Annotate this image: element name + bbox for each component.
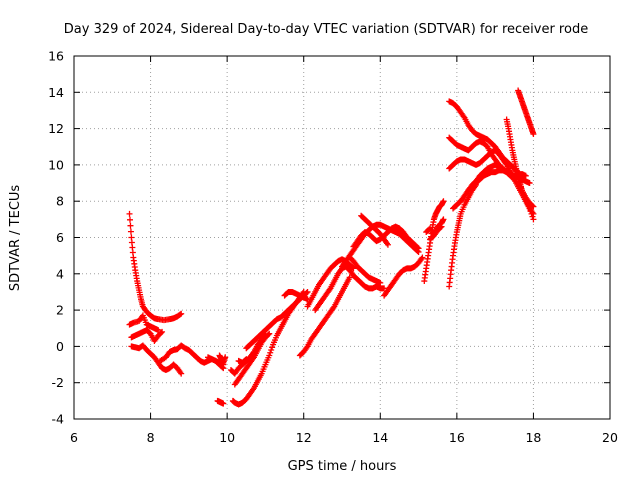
x-tick-label: 12 [296,430,312,445]
data-point [526,180,533,187]
data-point [440,198,447,205]
grid-lines [74,56,610,419]
x-tick-label: 10 [219,430,235,445]
data-point [384,241,391,248]
data-point [511,165,518,172]
data-point [346,274,353,281]
data-point [530,203,537,210]
data-point [514,173,521,180]
data-point [126,216,133,223]
data-point [155,327,162,334]
data-point [178,310,185,317]
y-tick-label: 14 [48,85,64,100]
data-point [512,168,519,175]
data-point [522,172,529,179]
data-point [243,356,250,363]
data-point [414,244,421,251]
data-point [220,365,227,372]
data-point [126,210,133,217]
data-point [530,131,537,138]
data-point [437,224,444,231]
data-point [269,344,276,351]
data-point [242,357,249,364]
y-tick-label: -4 [52,412,65,427]
data-point [266,330,273,337]
y-tick-label: 0 [56,339,64,354]
data-point [158,329,165,336]
data-point [513,170,520,177]
x-tick-label: 14 [372,430,388,445]
data-point [265,331,272,338]
y-tick-label: -2 [52,375,64,390]
data-point [177,311,184,318]
data-point [268,347,275,354]
x-tick-label: 6 [70,430,78,445]
y-tick-label: 12 [48,121,64,136]
data-point [220,400,227,407]
data-point [440,216,447,223]
data-point [516,179,523,186]
data-point [178,370,185,377]
x-tick-label: 16 [449,430,465,445]
axis-ticks: 6 8 10 12 14 16 18 20 -4 -2 0 2 4 6 8 10 12 14 16 [48,49,618,446]
data-point [527,208,534,215]
y-axis-label: SDTVAR / TECUs [8,185,23,292]
data-point [349,264,356,271]
data-point [267,349,274,356]
data-point [127,222,134,229]
data-point [515,176,522,183]
x-axis-label: GPS time / hours [288,459,397,474]
data-point [529,202,536,209]
data-point [438,223,445,230]
data-point [517,181,524,188]
data-point [377,279,384,286]
data-point [266,352,273,359]
data-point [350,265,357,272]
data-point [303,289,310,296]
data-point [529,213,536,220]
data-point [127,228,134,235]
x-tick-label: 18 [525,430,541,445]
data-point [219,364,226,371]
data-points [126,87,537,408]
y-tick-label: 6 [56,230,64,245]
data-point [304,288,311,295]
y-tick-label: 2 [56,303,64,318]
data-point [526,205,533,212]
y-tick-label: 4 [56,266,64,281]
data-point [419,254,426,261]
x-tick-label: 20 [602,430,618,445]
data-point [222,354,229,361]
y-tick-label: 16 [48,49,64,64]
data-point [159,328,166,335]
data-point [517,184,524,191]
data-point [528,210,535,217]
data-point [415,245,422,252]
x-tick-label: 8 [147,430,155,445]
y-tick-label: 10 [48,157,64,172]
data-point [530,216,537,223]
chart-title: Day 329 of 2024, Sidereal Day-to-day VTE… [64,22,588,37]
y-tick-label: 8 [56,194,64,209]
